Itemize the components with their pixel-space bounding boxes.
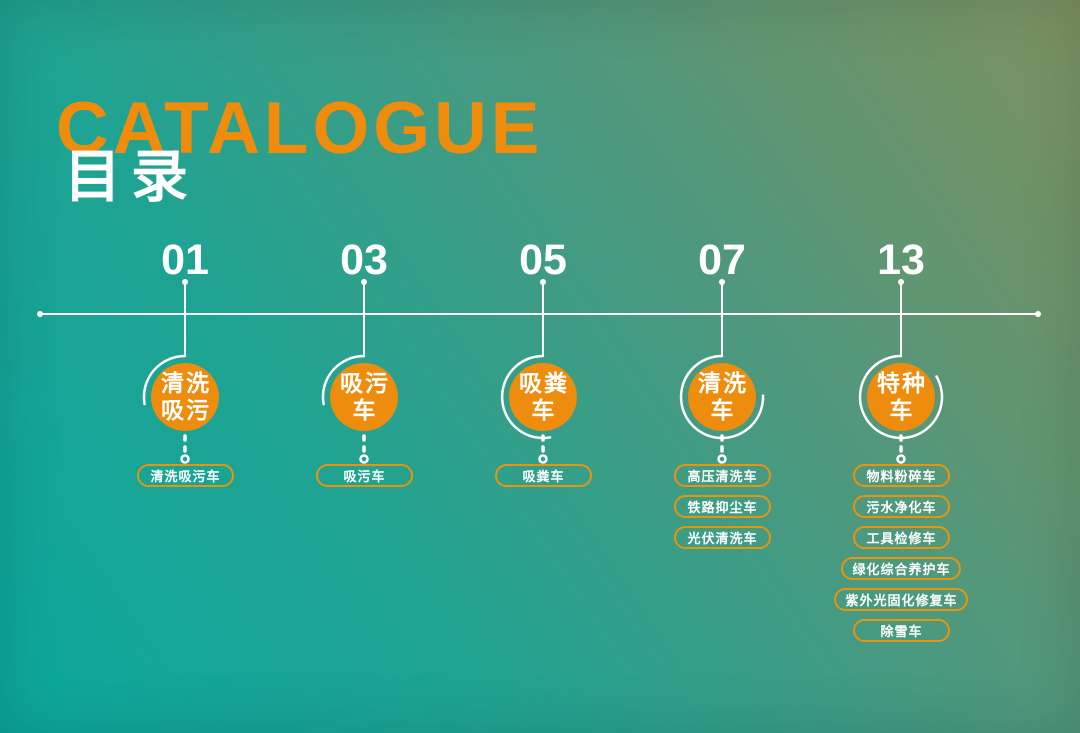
category-label-line2: 吸污 [161,397,211,423]
catalog-item-list: 吸粪车 [453,464,633,487]
catalog-item-pill[interactable]: 污水净化车 [852,495,950,518]
catalog-item-list: 物料粉碎车污水净化车工具检修车绿化综合养护车 紫外光固化修复车 除雪车 [811,464,991,642]
toc-column-4: 07 清洗 车 高压清洗车铁路抑尘车光伏清洗车 [632,230,812,710]
connector-graphic [858,279,944,464]
page-number[interactable]: 05 [519,236,567,284]
catalog-item-pill[interactable]: 吸污车 [315,464,413,487]
catalog-item-list: 高压清洗车铁路抑尘车光伏清洗车 [632,464,812,549]
category-bubble[interactable]: 吸粪 车 [509,363,577,431]
catalogue-title-en: CATALOGUE [56,88,544,169]
catalog-item-list: 清洗吸污车 [95,464,275,487]
catalog-item-pill[interactable]: 清洗吸污车 [136,464,234,487]
category-label-line2: 车 [352,397,378,423]
page-number[interactable]: 07 [698,236,746,284]
category-bubble[interactable]: 清洗 吸污 [151,363,219,431]
page-number[interactable]: 01 [161,236,209,284]
connector-graphic [142,279,190,464]
page-number[interactable]: 13 [877,236,925,284]
catalog-item-pill[interactable]: 绿化综合养护车 [841,557,961,580]
connector-graphic [321,279,369,464]
category-label-line2: 车 [710,397,736,423]
category-label-line2: 车 [531,397,557,423]
catalog-item-list: 吸污车 [274,464,454,487]
catalog-item-pill[interactable]: 紫外光固化修复车 [834,588,968,611]
toc-column-1: 01 清洗 吸污 清洗吸污车 [95,230,275,710]
catalog-item-pill[interactable]: 吸粪车 [494,464,592,487]
category-label-line1: 清洗 [698,370,748,396]
page-number[interactable]: 03 [340,236,388,284]
catalog-item-pill[interactable]: 工具检修车 [852,526,950,549]
catalog-item-pill[interactable]: 光伏清洗车 [673,526,771,549]
timeline-axis [37,311,1041,317]
toc-column-3: 05 吸粪 车 吸粪车 [453,230,633,710]
category-bubble[interactable]: 吸污 车 [330,363,398,431]
category-label-line1: 特种 [877,370,927,396]
catalog-item-pill[interactable]: 除雪车 [852,619,950,642]
toc-column-5: 13 特种 车 物料粉碎车污水净化车工具检修车绿化综合养护车 紫外光固化修复车 除雪… [811,230,991,710]
category-label-line1: 吸污 [340,370,390,396]
catalog-item-pill[interactable]: 物料粉碎车 [852,464,950,487]
category-bubble[interactable]: 清洗 车 [688,363,756,431]
category-label-line1: 清洗 [161,370,211,396]
category-label-line1: 吸粪 [519,370,569,396]
catalog-item-pill[interactable]: 高压清洗车 [673,464,771,487]
category-bubble[interactable]: 特种 车 [867,363,935,431]
catalog-item-pill[interactable]: 铁路抑尘车 [673,495,771,518]
category-label-line2: 车 [889,397,915,423]
connector-graphic [500,279,552,464]
catalogue-title-zh: 目录 [64,145,198,209]
connector-graphic [679,279,765,464]
toc-column-2: 03 吸污 车 吸污车 [274,230,454,710]
